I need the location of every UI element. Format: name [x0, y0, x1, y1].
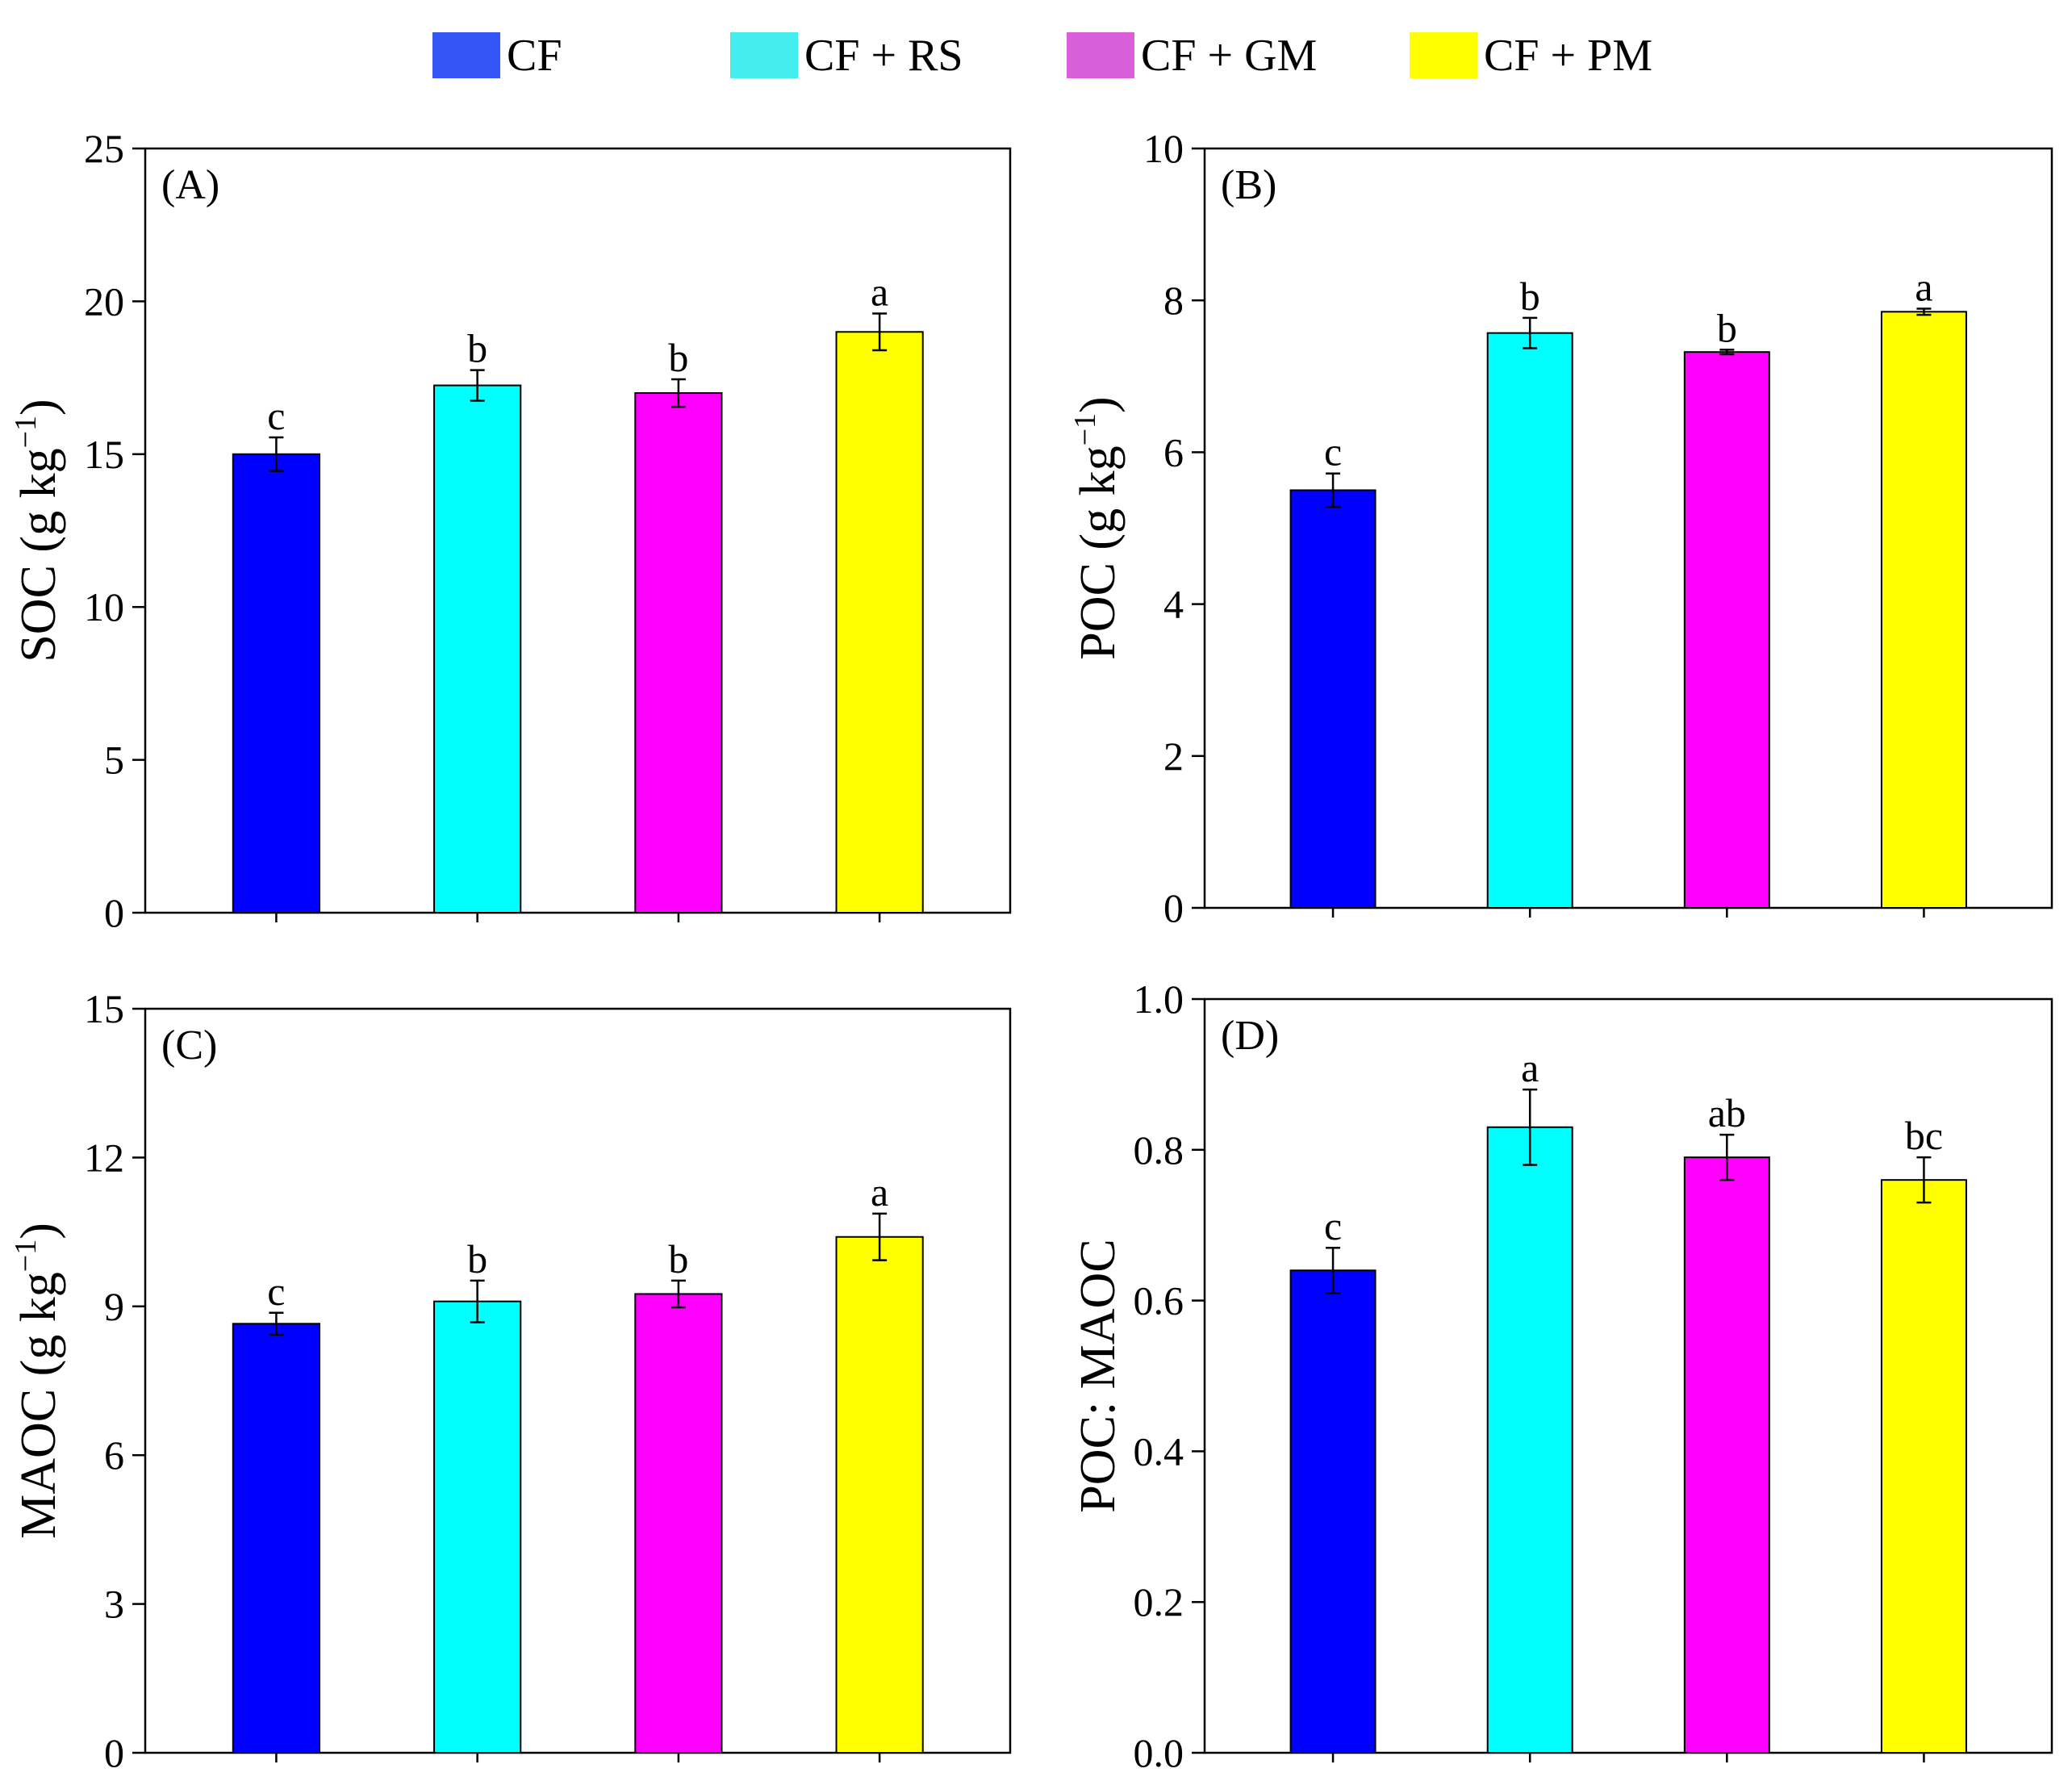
- bar: [232, 1323, 321, 1754]
- plot-area: [1203, 997, 2053, 1754]
- y-axis-title: POC (g kg−1): [1068, 396, 1126, 659]
- y-axis-title: SOC (g kg−1): [9, 399, 66, 662]
- y-tick-label: 1.0: [1134, 976, 1184, 1022]
- y-tick-label: 25: [84, 126, 124, 171]
- significance-letter: a: [1521, 1045, 1539, 1090]
- y-tick-label: 4: [1163, 582, 1184, 627]
- bar: [433, 384, 522, 914]
- bar: [1289, 1269, 1376, 1754]
- y-axis-title-superscript: −1: [9, 1240, 43, 1272]
- y-tick-label: 10: [1143, 126, 1184, 171]
- plot-area: [1203, 147, 2053, 909]
- significance-letter: b: [668, 1236, 688, 1282]
- bar: [1486, 1126, 1573, 1754]
- y-tick-label: 0: [104, 890, 124, 935]
- legend-item: CF + PM: [1410, 31, 1652, 81]
- y-tick-label: 12: [84, 1135, 124, 1180]
- y-tick-label: 0.6: [1134, 1278, 1184, 1323]
- bar: [634, 392, 723, 914]
- y-axis-title-main: POC: MAOC: [1071, 1239, 1126, 1512]
- bar: [433, 1300, 522, 1754]
- y-tick-label: 0.2: [1134, 1579, 1184, 1624]
- plot-area: [144, 147, 1012, 914]
- y-axis-title-tail: ): [11, 1223, 66, 1240]
- significance-letter: b: [467, 1236, 487, 1282]
- significance-letter: ab: [1708, 1090, 1746, 1135]
- legend-label: CF + RS: [804, 31, 963, 81]
- bar: [634, 1293, 723, 1754]
- y-tick-label: 10: [84, 584, 124, 629]
- y-tick-label: 0.4: [1134, 1428, 1184, 1474]
- y-tick-label: 2: [1163, 734, 1184, 779]
- significance-letter: b: [467, 326, 487, 371]
- y-tick-label: 0.0: [1134, 1730, 1184, 1773]
- bar: [1683, 1156, 1770, 1754]
- significance-letter: b: [1520, 274, 1540, 319]
- legend-swatch: [730, 32, 798, 78]
- chart-panel: 0.0 0.2 0.4 0.6 0.8 1.0 c a ab bc (D) POC: MAOC: [1071, 976, 2053, 1775]
- y-tick-label: 6: [1163, 429, 1184, 475]
- significance-letter: c: [1324, 429, 1342, 475]
- y-axis-title-main: SOC (g kg: [11, 448, 66, 662]
- chart-panel: 0 3 6 9 12 15 c b b a (C) MAOC (g kg−1): [9, 986, 1012, 1775]
- bar: [835, 331, 924, 914]
- legend: CF CF + RS CF + GM CF + PM: [432, 31, 1652, 81]
- y-axis-title-superscript: −1: [9, 416, 43, 448]
- y-tick-label: 0: [104, 1730, 124, 1773]
- y-axis-title-main: POC (g kg: [1071, 445, 1126, 659]
- significance-letter: a: [871, 1169, 888, 1215]
- bar: [1880, 1179, 1967, 1754]
- legend-swatch: [432, 32, 500, 78]
- bar: [835, 1236, 924, 1754]
- bar: [1486, 332, 1573, 909]
- significance-letter: bc: [1905, 1113, 1943, 1158]
- significance-letter: a: [1915, 265, 1932, 310]
- y-tick-label: 5: [104, 738, 124, 783]
- panel-label: (A): [161, 162, 219, 208]
- panel-label: (B): [1221, 162, 1276, 208]
- significance-letter: b: [668, 335, 688, 380]
- legend-item: CF: [432, 31, 562, 81]
- y-tick-label: 9: [104, 1284, 124, 1329]
- y-tick-label: 0: [1163, 885, 1184, 930]
- significance-letter: b: [1717, 305, 1737, 350]
- y-axis-title: POC: MAOC: [1071, 1239, 1126, 1512]
- significance-letter: c: [267, 393, 285, 438]
- y-axis-title-tail: ): [11, 399, 66, 416]
- significance-letter: c: [267, 1269, 285, 1314]
- y-axis-title-main: MAOC (g kg: [11, 1272, 66, 1539]
- bar: [232, 453, 321, 914]
- legend-item: CF + GM: [1067, 31, 1317, 81]
- legend-swatch: [1410, 32, 1477, 78]
- significance-letter: a: [871, 270, 888, 315]
- chart-panel: 0 2 4 6 8 10 c b b a (B) POC (g kg−1): [1068, 126, 2053, 930]
- chart-panel: 0 5 10 15 20 25 c b b a (A) SOC (g kg−1): [9, 126, 1012, 935]
- y-tick-label: 15: [84, 986, 124, 1031]
- bar: [1880, 311, 1967, 909]
- y-axis-title-superscript: −1: [1068, 413, 1102, 445]
- bar: [1289, 489, 1376, 909]
- y-tick-label: 6: [104, 1432, 124, 1478]
- panel-label: (D): [1221, 1013, 1279, 1059]
- panel-label: (C): [161, 1022, 217, 1068]
- y-tick-label: 20: [84, 278, 124, 324]
- legend-label: CF + GM: [1141, 31, 1317, 81]
- y-axis-title: MAOC (g kg−1): [9, 1223, 66, 1539]
- legend-label: CF: [507, 31, 562, 81]
- significance-letter: c: [1324, 1203, 1342, 1248]
- bar: [1683, 351, 1770, 909]
- y-tick-label: 8: [1163, 278, 1184, 323]
- y-tick-label: 3: [104, 1582, 124, 1627]
- y-tick-label: 15: [84, 432, 124, 477]
- legend-label: CF + PM: [1484, 31, 1652, 81]
- legend-swatch: [1067, 32, 1134, 78]
- y-axis-title-tail: ): [1071, 396, 1126, 413]
- y-tick-label: 0.8: [1134, 1127, 1184, 1173]
- plot-area: [144, 1007, 1012, 1754]
- legend-item: CF + RS: [730, 31, 963, 81]
